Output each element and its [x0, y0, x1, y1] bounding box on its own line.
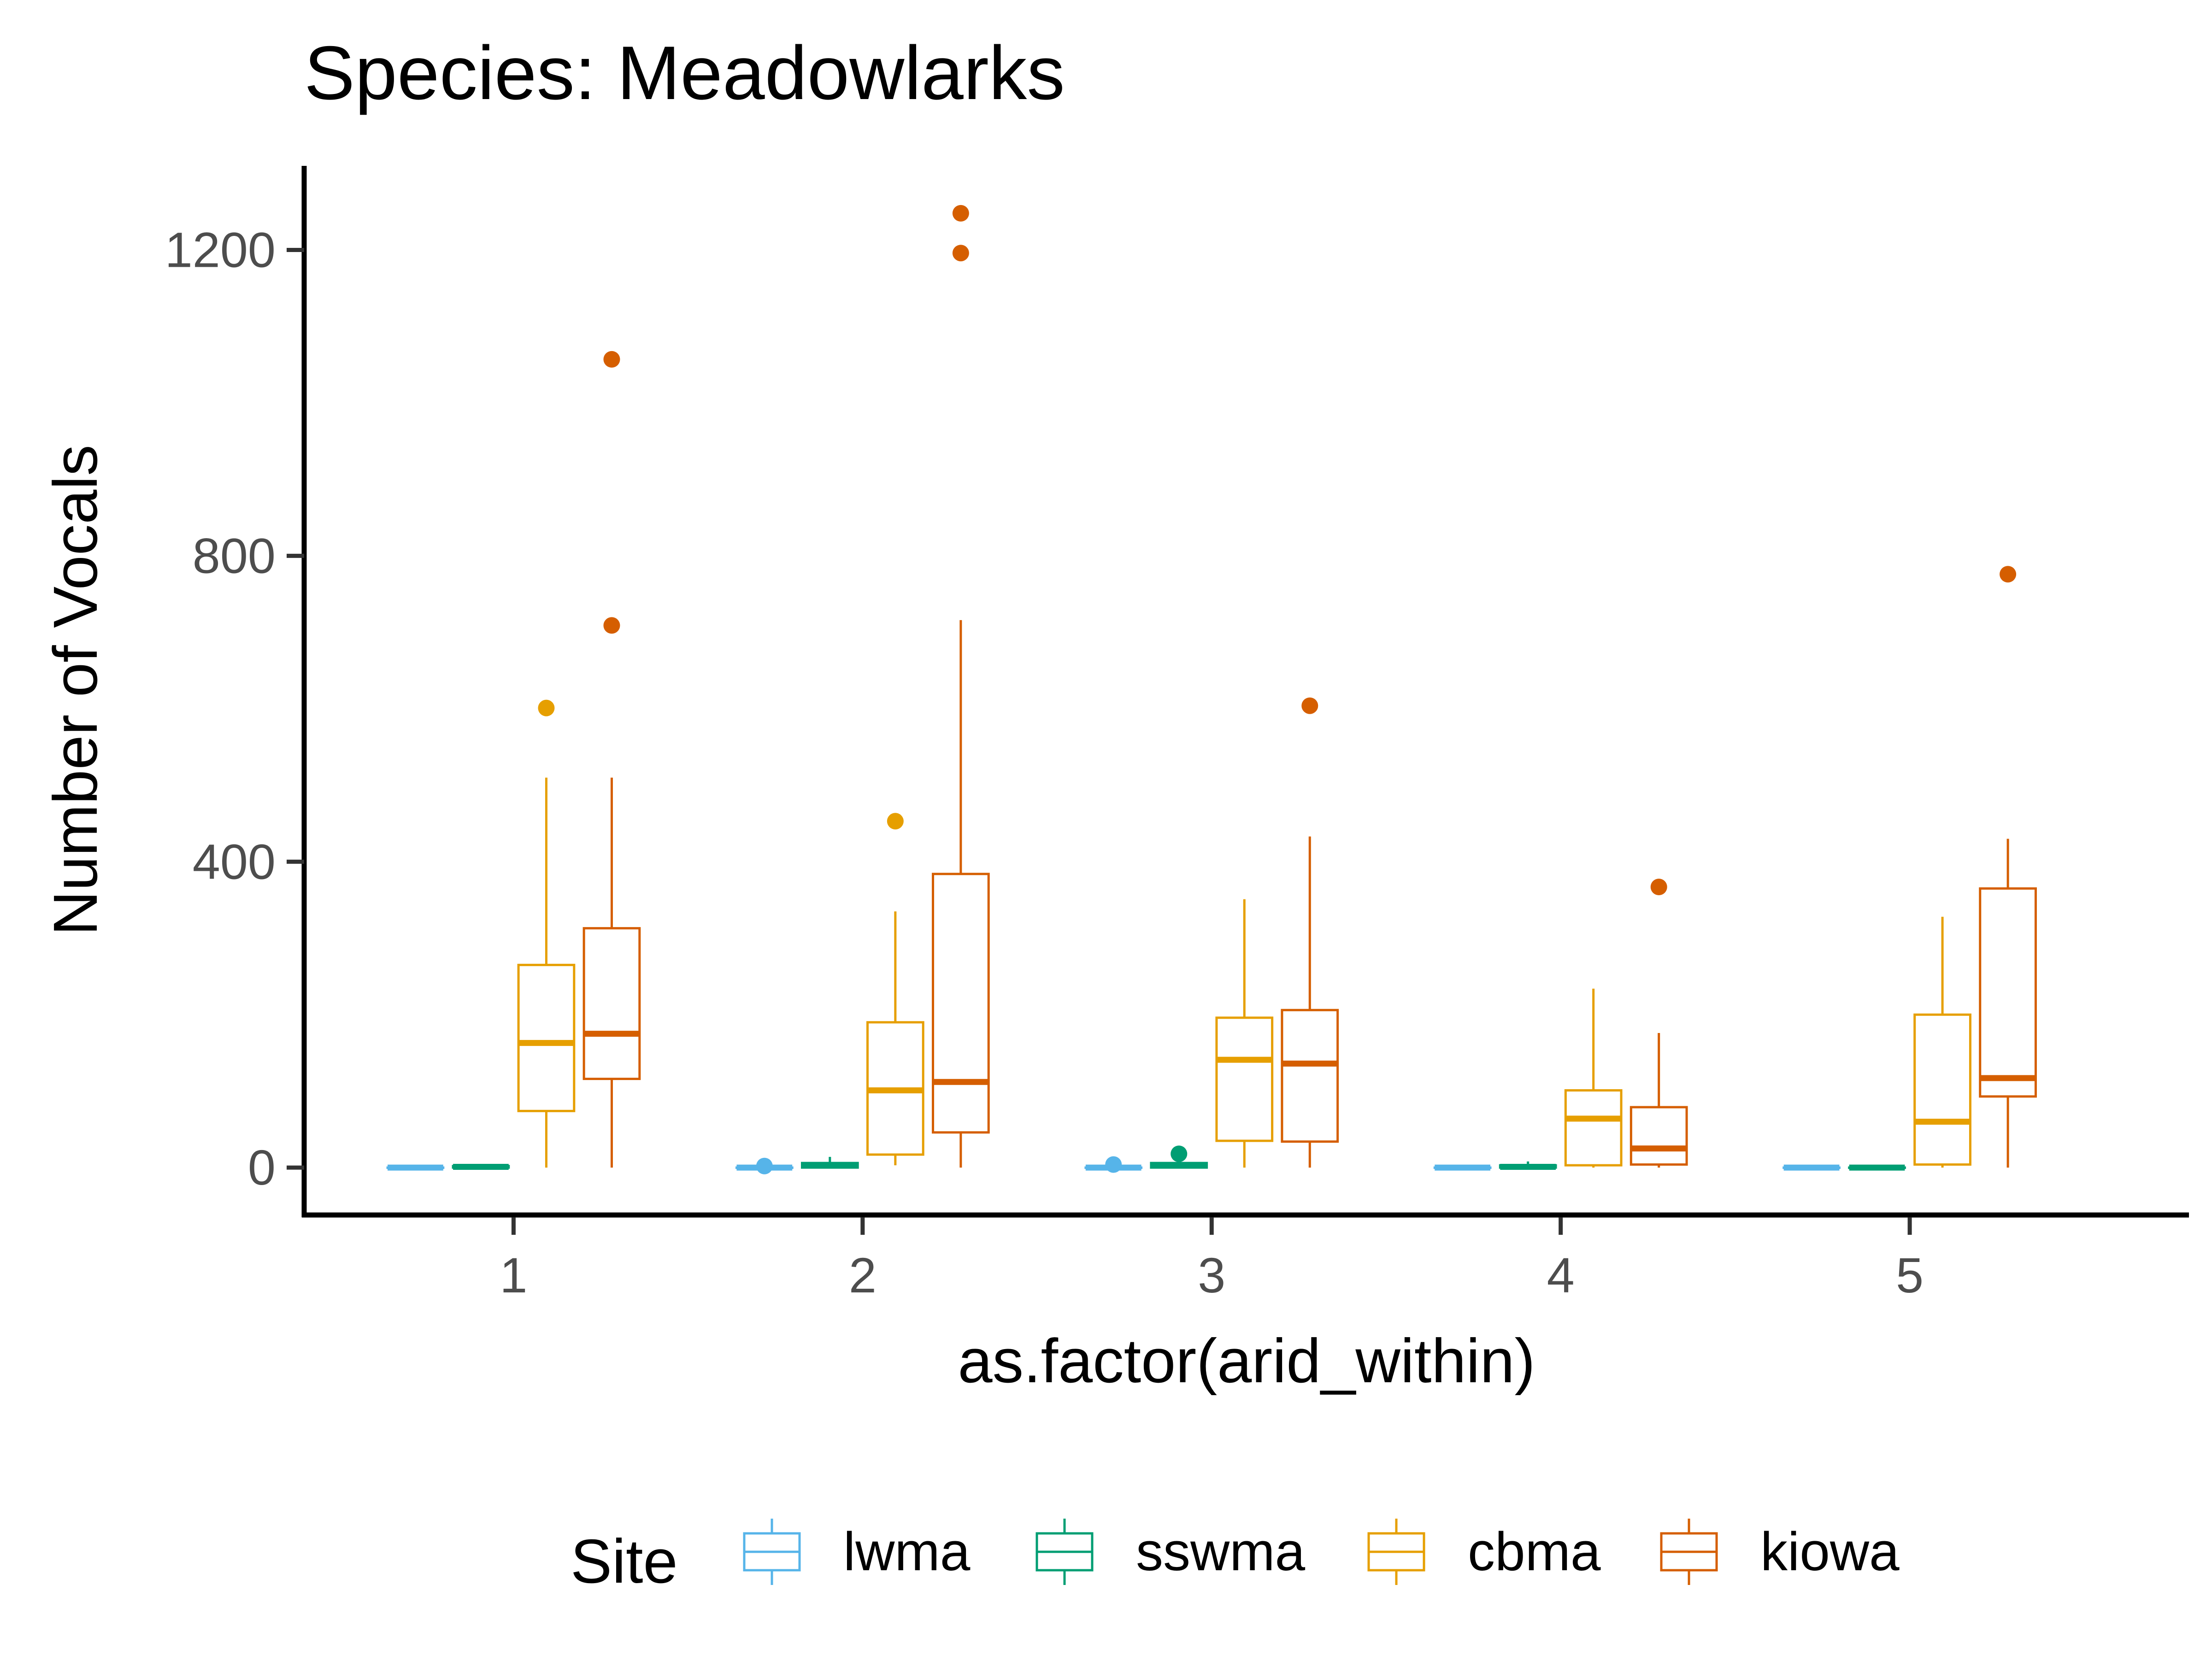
- chart-title: Species: Meadowlarks: [304, 30, 1065, 115]
- box-kiowa-3: [1282, 698, 1338, 1168]
- box-body: [518, 965, 574, 1111]
- x-tick-label: 1: [500, 1247, 527, 1303]
- outlier-point: [603, 617, 620, 634]
- x-tick-label: 5: [1896, 1247, 1924, 1303]
- box-kiowa-4: [1631, 879, 1687, 1168]
- outlier-point: [2000, 566, 2016, 582]
- box-body: [1282, 1010, 1338, 1141]
- box-sswma-1: [453, 1166, 509, 1168]
- legend-title: Site: [571, 1526, 678, 1596]
- y-axis-title: Number of Vocals: [41, 445, 110, 936]
- legend-label: sswma: [1136, 1521, 1306, 1582]
- outlier-point: [538, 700, 554, 716]
- y-axis-ticks: 0 400 800 1200: [165, 222, 304, 1196]
- outlier-point: [1171, 1145, 1187, 1162]
- y-tick-label: 1200: [165, 222, 276, 278]
- box-cbma-3: [1217, 899, 1272, 1168]
- legend-label: kiowa: [1760, 1521, 1900, 1582]
- legend-item-kiowa: kiowa: [1661, 1519, 1900, 1585]
- outlier-point: [953, 245, 969, 261]
- box-cbma-2: [868, 813, 924, 1165]
- box-lwma-3: [1086, 1156, 1141, 1173]
- series-kiowa: [584, 205, 2036, 1168]
- box-lwma-2: [736, 1158, 792, 1174]
- box-sswma-2: [802, 1157, 858, 1168]
- legend-item-lwma: lwma: [744, 1519, 971, 1585]
- y-tick-label: 0: [248, 1139, 276, 1195]
- y-tick-label: 800: [193, 528, 276, 583]
- outlier-point: [603, 351, 620, 368]
- legend-label: cbma: [1468, 1521, 1601, 1582]
- series-cbma: [518, 700, 1970, 1168]
- legend-item-cbma: cbma: [1369, 1519, 1601, 1585]
- x-tick-label: 3: [1198, 1247, 1225, 1303]
- box-body: [933, 874, 989, 1133]
- box-kiowa-5: [1980, 566, 2036, 1168]
- plot-area: [388, 205, 2036, 1174]
- box-body: [584, 928, 640, 1079]
- box-body: [1217, 1018, 1272, 1141]
- outlier-point: [1105, 1156, 1122, 1173]
- outlier-point: [1301, 698, 1318, 714]
- legend: Site lwma sswma cbma kiowa: [571, 1519, 1900, 1596]
- x-axis-title: as.factor(arid_within): [958, 1326, 1535, 1396]
- box-body: [1631, 1107, 1687, 1164]
- outlier-point: [1651, 879, 1667, 895]
- x-tick-label: 4: [1547, 1247, 1575, 1303]
- box-cbma-5: [1915, 917, 1971, 1168]
- legend-label: lwma: [843, 1521, 971, 1582]
- legend-item-sswma: sswma: [1037, 1519, 1306, 1585]
- box-cbma-1: [518, 700, 574, 1168]
- outlier-point: [756, 1158, 773, 1174]
- box-kiowa-1: [584, 351, 640, 1168]
- x-tick-label: 2: [849, 1247, 877, 1303]
- box-kiowa-2: [933, 205, 989, 1168]
- box-cbma-4: [1565, 989, 1621, 1168]
- outlier-point: [887, 813, 904, 829]
- box-body: [1980, 888, 2036, 1096]
- y-tick-label: 400: [193, 833, 276, 889]
- outlier-point: [953, 205, 969, 222]
- box-sswma-4: [1500, 1162, 1556, 1168]
- box-body: [1565, 1090, 1621, 1165]
- x-axis-ticks: 1 2 3 4 5: [500, 1217, 1924, 1303]
- box-sswma-3: [1151, 1145, 1207, 1168]
- box-body: [1915, 1015, 1971, 1164]
